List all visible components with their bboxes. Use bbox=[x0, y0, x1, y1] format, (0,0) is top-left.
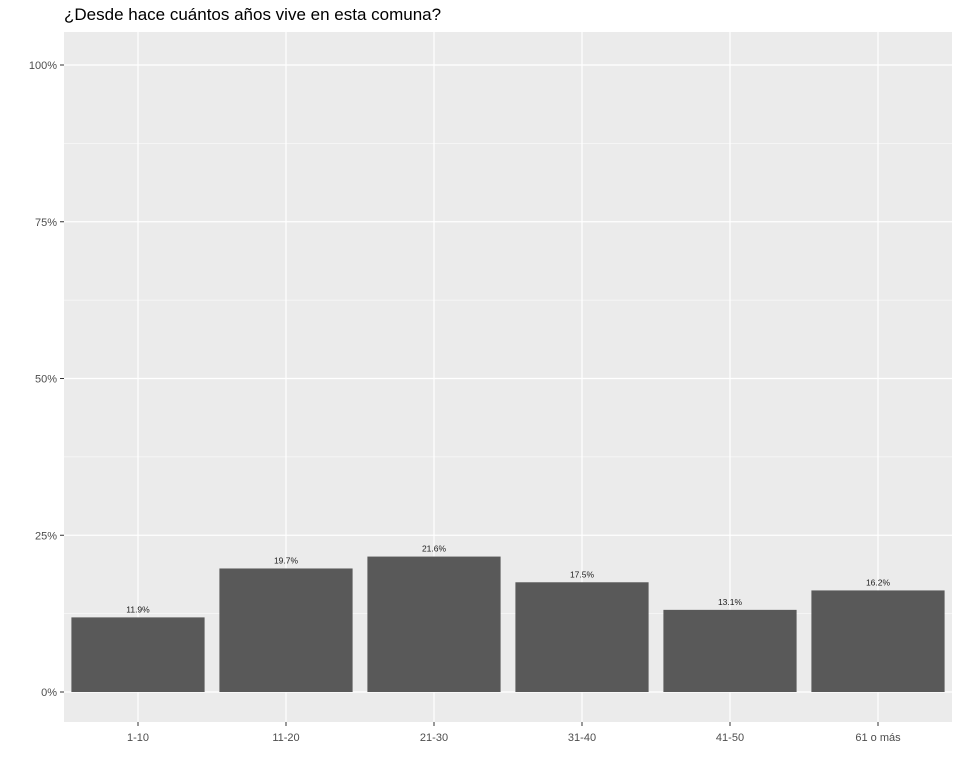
y-tick-label: 100% bbox=[29, 60, 57, 72]
x-tick-label: 21-30 bbox=[420, 732, 448, 744]
data-label: 16.2% bbox=[866, 577, 891, 587]
bars bbox=[71, 556, 945, 692]
bar-31-40 bbox=[515, 582, 649, 692]
bar-1-10 bbox=[71, 617, 205, 692]
bar-61-o-más bbox=[811, 590, 945, 692]
x-tick-label: 61 o más bbox=[855, 732, 901, 744]
y-axis: 0% 25% 50% 75% 100% bbox=[29, 60, 64, 699]
x-tick-label: 31-40 bbox=[568, 732, 596, 744]
x-tick-label: 11-20 bbox=[272, 732, 299, 744]
x-axis: 1-10 11-20 21-30 31-40 41-50 61 o más bbox=[127, 722, 901, 744]
data-label: 17.5% bbox=[570, 569, 595, 579]
y-tick-label: 50% bbox=[35, 374, 57, 386]
y-tick-label: 0% bbox=[41, 687, 57, 699]
y-tick-label: 75% bbox=[35, 217, 57, 229]
data-label: 21.6% bbox=[422, 544, 447, 554]
y-tick-label: 25% bbox=[35, 530, 57, 542]
data-label: 11.9% bbox=[126, 604, 150, 614]
bar-21-30 bbox=[367, 556, 501, 692]
x-tick-label: 41-50 bbox=[716, 732, 744, 744]
chart-title: ¿Desde hace cuántos años vive en esta co… bbox=[64, 5, 442, 24]
data-label: 13.1% bbox=[718, 597, 743, 607]
x-tick-label: 1-10 bbox=[127, 732, 149, 744]
bar-41-50 bbox=[663, 609, 797, 692]
bar-11-20 bbox=[219, 568, 353, 692]
data-label: 19.7% bbox=[274, 555, 299, 565]
plot-panel bbox=[64, 32, 952, 722]
minor-gridlines bbox=[64, 143, 952, 614]
data-labels: 11.9% 19.7% 21.6% 17.5% 13.1% 16.2% bbox=[126, 544, 890, 615]
